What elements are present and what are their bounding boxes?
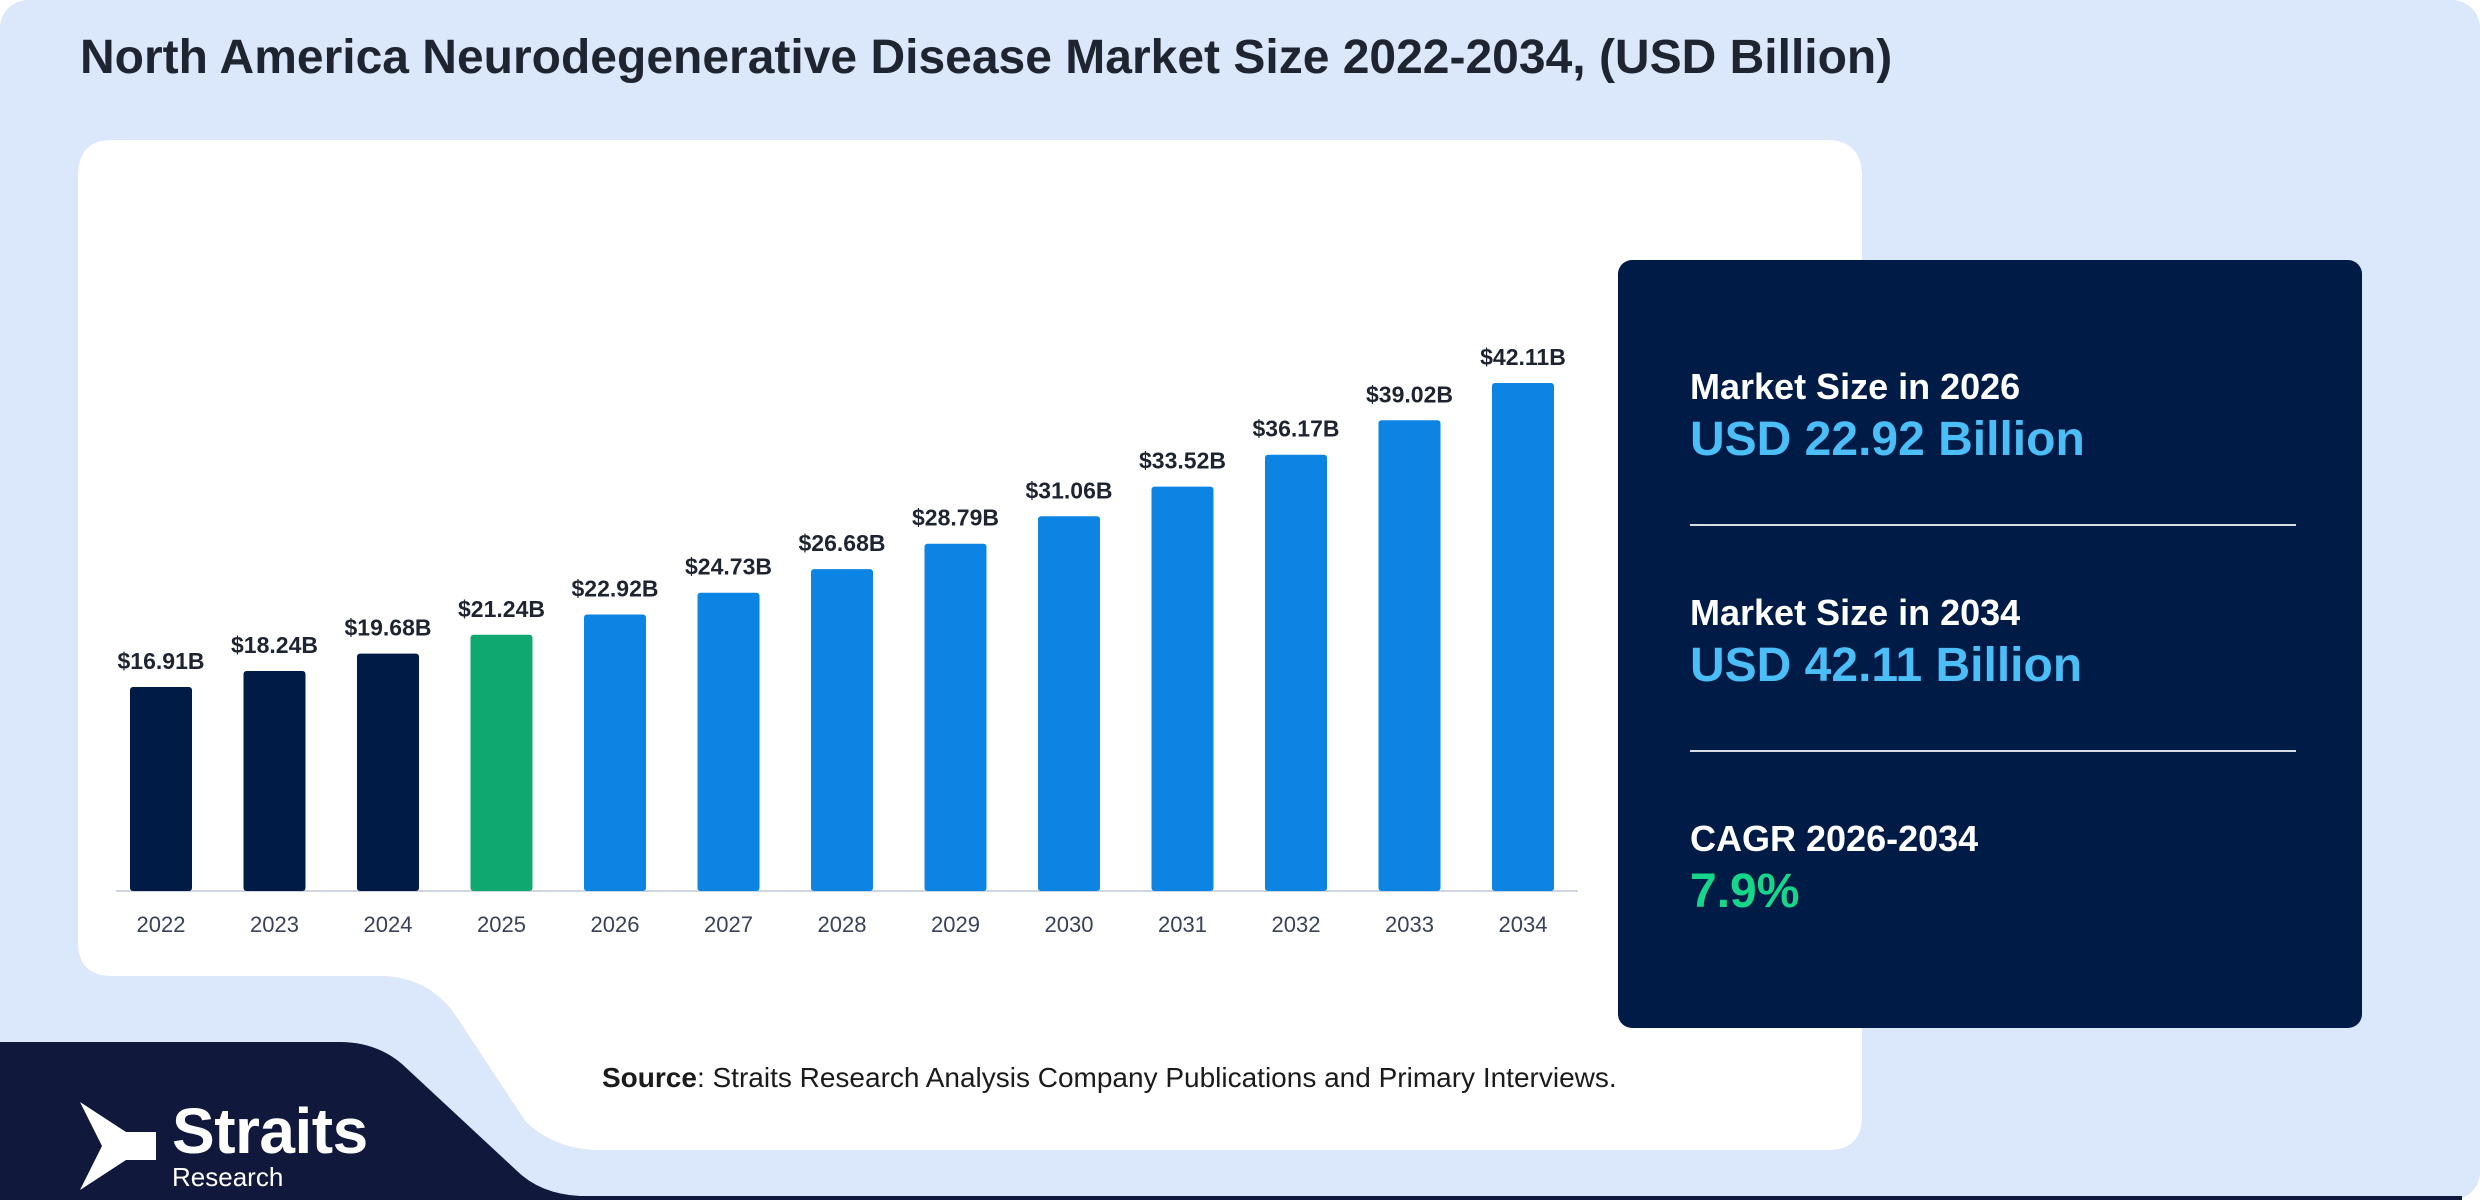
bar-2026 — [584, 614, 646, 891]
footer-band — [0, 1042, 2462, 1200]
bar-2024 — [357, 653, 419, 891]
x-tick-label-2032: 2032 — [1272, 912, 1321, 937]
bar-2028 — [811, 569, 873, 891]
x-tick-label-2028: 2028 — [818, 912, 867, 937]
stat-market-size-2034: Market Size in 2034 USD 42.11 Billion — [1690, 592, 2082, 693]
data-label-2027: $24.73B — [685, 554, 772, 580]
data-label-2024: $19.68B — [345, 615, 432, 641]
x-tick-label-2025: 2025 — [477, 912, 526, 937]
straits-logo: Straits Research — [80, 1095, 400, 1192]
bar-2029 — [924, 543, 987, 891]
data-label-2023: $18.24B — [231, 632, 318, 658]
stats-panel: Market Size in 2026 USD 22.92 Billion Ma… — [1618, 260, 2362, 1028]
data-label-2032: $36.17B — [1253, 416, 1340, 442]
stat-label: CAGR 2026-2034 — [1690, 818, 1979, 859]
bar-2032 — [1265, 454, 1327, 891]
bar-2033 — [1378, 420, 1441, 891]
x-tick-label-2030: 2030 — [1045, 912, 1094, 937]
stats-divider — [1690, 524, 2296, 526]
x-tick-label-2024: 2024 — [364, 912, 413, 937]
source-note: Source: Straits Research Analysis Compan… — [602, 1062, 1617, 1094]
x-tick-label-2023: 2023 — [250, 912, 299, 937]
x-tick-label-2034: 2034 — [1499, 912, 1548, 937]
page-title: North America Neurodegenerative Disease … — [80, 31, 1893, 84]
data-label-2029: $28.79B — [912, 505, 999, 531]
bars-group: $16.91B 2022 $18.24B 2023 $19.68B 2024 $21.24B… — [118, 344, 1566, 937]
stat-value: 7.9% — [1690, 865, 1800, 918]
data-label-2031: $33.52B — [1139, 448, 1226, 474]
data-label-2033: $39.02B — [1366, 381, 1453, 407]
data-label-2026: $22.92B — [572, 576, 659, 602]
logo-sub: Research — [172, 1162, 284, 1192]
stat-label: Market Size in 2026 — [1690, 366, 2021, 407]
bar-2027 — [697, 592, 760, 891]
bar-2030 — [1038, 516, 1100, 891]
bar-2022 — [130, 687, 192, 891]
x-tick-label-2026: 2026 — [591, 912, 640, 937]
data-label-2022: $16.91B — [118, 648, 205, 674]
bar-2023 — [243, 671, 306, 891]
source-label: Source — [602, 1062, 697, 1093]
stats-divider — [1690, 750, 2296, 752]
bar-2025 — [470, 634, 533, 891]
bar-2034 — [1492, 383, 1554, 891]
logo-name: Straits — [172, 1095, 368, 1167]
x-tick-label-2022: 2022 — [137, 912, 186, 937]
stat-value: USD 42.11 Billion — [1690, 639, 2083, 692]
bar-2031 — [1151, 486, 1214, 891]
x-tick-label-2027: 2027 — [704, 912, 753, 937]
data-label-2028: $26.68B — [799, 530, 886, 556]
data-label-2034: $42.11B — [1480, 344, 1566, 370]
stat-value: USD 22.92 Billion — [1690, 413, 2085, 466]
data-label-2025: $21.24B — [458, 596, 545, 622]
stat-label: Market Size in 2034 — [1690, 592, 2021, 633]
stat-cagr: CAGR 2026-2034 7.9% — [1690, 818, 1978, 919]
logo-arrow-icon — [80, 1102, 156, 1190]
x-tick-label-2029: 2029 — [931, 912, 980, 937]
data-label-2030: $31.06B — [1026, 477, 1113, 503]
x-tick-label-2031: 2031 — [1158, 912, 1207, 937]
source-text: : Straits Research Analysis Company Publ… — [696, 1062, 1617, 1093]
stat-market-size-2026: Market Size in 2026 USD 22.92 Billion — [1690, 366, 2085, 467]
x-tick-label-2033: 2033 — [1385, 912, 1434, 937]
